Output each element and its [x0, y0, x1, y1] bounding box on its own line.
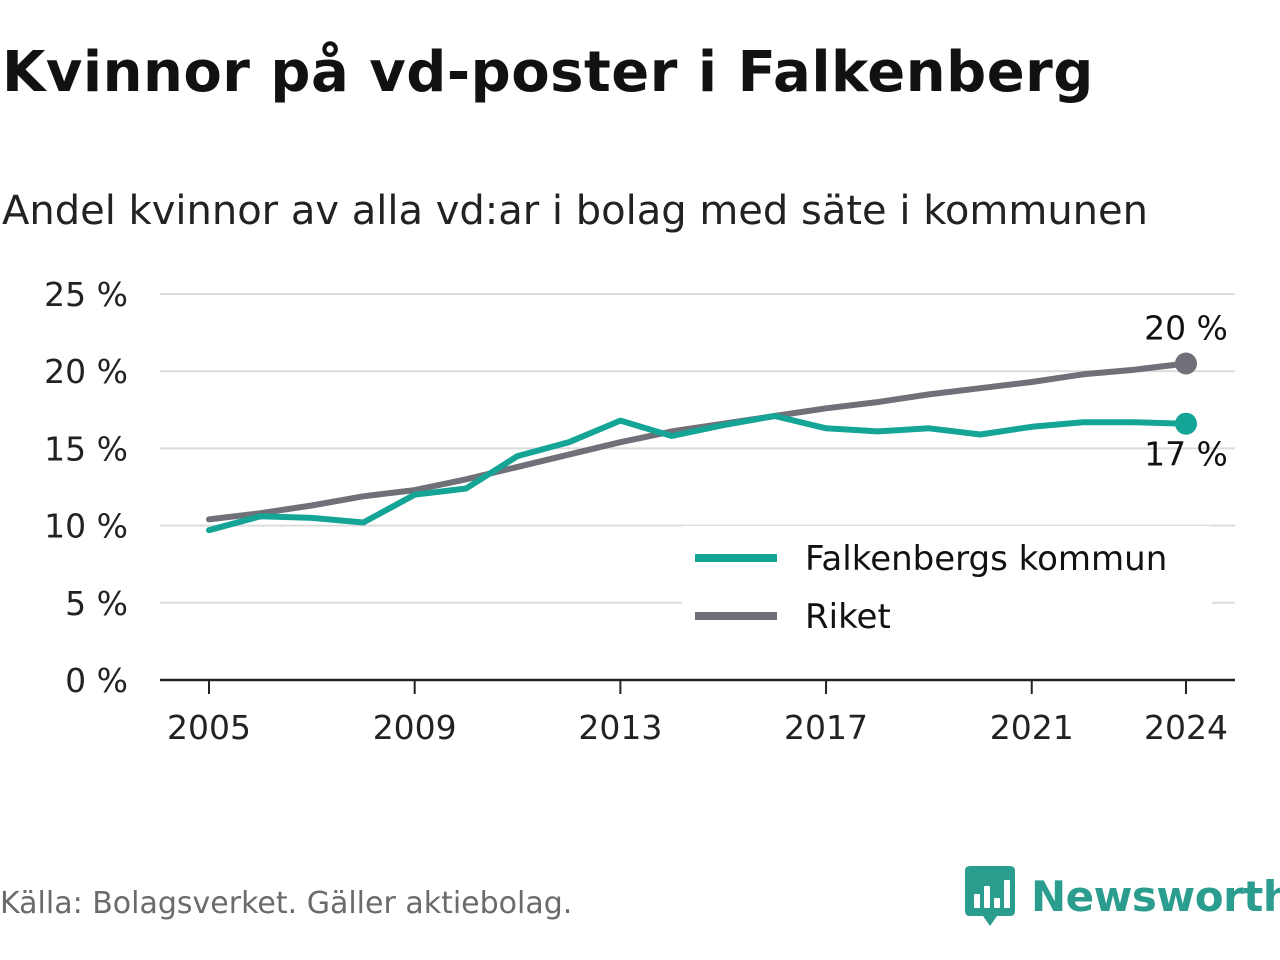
- end-label-0: 17 %: [1144, 435, 1228, 474]
- brand-name: Newsworthy: [1031, 871, 1280, 921]
- x-tick-label: 2005: [167, 708, 251, 747]
- y-tick-label: 20 %: [44, 352, 128, 391]
- y-tick-label: 15 %: [44, 429, 128, 468]
- end-label-1: 20 %: [1144, 308, 1228, 347]
- series-end-point-0: [1175, 412, 1197, 435]
- brand-logo-group: Newsworthy: [965, 866, 1280, 926]
- x-tick-label: 2021: [990, 708, 1074, 747]
- newsworthy-chart-bubble-icon: [965, 866, 1015, 926]
- chart-subtitle: Andel kvinnor av alla vd:ar i bolag med …: [2, 188, 1148, 234]
- x-tick-label: 2009: [373, 708, 457, 747]
- x-axis-labels: 2005 2009 2013 2017 2021 2024: [167, 708, 1228, 747]
- series-line-0: [206, 413, 1189, 534]
- y-tick-label: 5 %: [65, 584, 128, 623]
- legend-label-0: Falkenbergs kommun: [805, 539, 1167, 579]
- source-note: Källa: Bolagsverket. Gäller aktiebolag.: [0, 886, 573, 921]
- y-axis-labels: 0 % 5 % 10 % 15 % 20 % 25 %: [44, 275, 128, 700]
- x-tick-label: 2013: [578, 708, 662, 747]
- series-lines: [206, 352, 1197, 534]
- legend: Falkenbergs kommun Riket: [682, 526, 1212, 644]
- x-tick-label: 2024: [1144, 708, 1228, 747]
- line-chart: 0 %5 %10 %15 %20 %25 % 2005 2009 2013 2017 2…: [44, 275, 1235, 747]
- legend-label-1: Riket: [805, 597, 891, 637]
- x-axis: [160, 678, 1235, 694]
- chart-title: Kvinnor på vd-poster i Falkenberg: [2, 40, 1094, 105]
- x-tick-label: 2017: [784, 708, 868, 747]
- series-end-point-1: [1175, 352, 1197, 375]
- y-tick-label: 25 %: [44, 275, 128, 314]
- y-tick-label: 0 %: [65, 661, 128, 700]
- legend-background: [682, 526, 1212, 644]
- y-tick-label: 10 %: [44, 507, 128, 546]
- series-line-1: [206, 360, 1189, 523]
- end-labels: 17 % 20 %: [1144, 308, 1228, 473]
